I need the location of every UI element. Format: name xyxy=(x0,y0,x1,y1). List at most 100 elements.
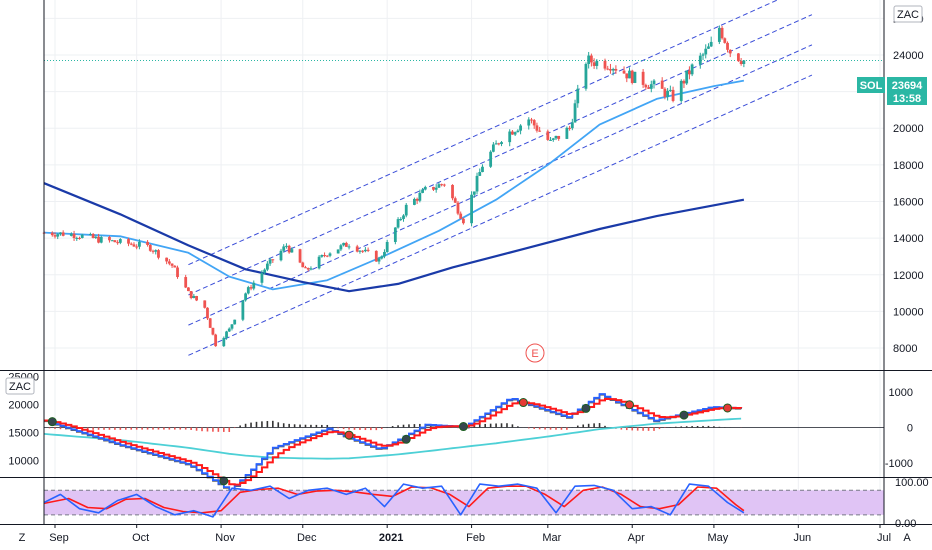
candle-body xyxy=(570,122,574,129)
indicator-left-tick-label: 10000 xyxy=(8,455,39,467)
symbol-label: SOL xyxy=(860,80,883,92)
ma-slow-line xyxy=(43,182,745,293)
candle-body xyxy=(53,235,57,237)
currency-badge: ZAC xyxy=(893,5,923,23)
candle-body xyxy=(225,331,228,338)
candle-body xyxy=(173,265,177,268)
candle-body xyxy=(709,41,713,47)
candle-body xyxy=(421,189,424,193)
candle-body xyxy=(565,127,569,139)
candle-body xyxy=(342,242,346,246)
candle-body xyxy=(127,239,130,244)
signal-dot xyxy=(625,400,635,410)
candle-body xyxy=(462,218,465,224)
candle-body xyxy=(576,88,580,104)
candle-body xyxy=(148,244,152,251)
indicator-teal-line xyxy=(44,417,742,460)
indicator-right-tick-label: 1000 xyxy=(889,387,913,399)
stoch-tick-label: 100.00 xyxy=(895,477,929,489)
signal-dot xyxy=(518,398,528,408)
candle-body xyxy=(108,237,111,241)
candle-body xyxy=(113,240,117,243)
symbol-price-label[interactable]: SOL 23694 13:58 xyxy=(857,77,927,105)
candle-body xyxy=(249,287,253,289)
candle-body xyxy=(442,184,446,186)
candle-body xyxy=(399,218,403,220)
candle-body xyxy=(698,55,702,65)
candle-body xyxy=(530,119,533,121)
candle-body xyxy=(99,237,103,243)
candle-body xyxy=(241,300,245,320)
candle-body xyxy=(135,246,139,248)
candle-body xyxy=(440,184,444,186)
indicator-currency-label: ZAC xyxy=(9,381,31,393)
candle-body xyxy=(339,245,343,250)
indicator-left-tick-label: 15000 xyxy=(8,427,39,439)
candle-body xyxy=(633,71,637,83)
candle-body xyxy=(614,68,618,71)
candle-body xyxy=(404,204,408,216)
candle-body xyxy=(652,80,656,85)
candle-body xyxy=(396,219,400,228)
candle-body xyxy=(285,245,288,247)
signal-dot xyxy=(458,422,468,432)
candle-body xyxy=(97,236,100,243)
candle-body xyxy=(737,53,740,62)
candle-body xyxy=(475,175,479,192)
candle-body xyxy=(361,250,365,252)
candle-body xyxy=(132,244,136,247)
candle-body xyxy=(647,87,650,89)
channel-line xyxy=(188,0,779,266)
channel-line xyxy=(188,44,813,326)
auto-scale-button[interactable]: A xyxy=(903,532,911,544)
candle-body xyxy=(118,239,122,243)
corner-buttons[interactable]: Z A xyxy=(19,532,912,544)
x-tick-label: Oct xyxy=(132,532,149,544)
x-tick-label: Jul xyxy=(877,532,891,544)
x-tick-label: Feb xyxy=(466,532,485,544)
candle-body xyxy=(203,300,207,308)
candle-body xyxy=(423,186,427,190)
candle-body xyxy=(415,198,419,201)
x-tick-label: Nov xyxy=(215,532,235,544)
candle-body xyxy=(592,62,596,66)
x-tick-label: Jun xyxy=(793,532,811,544)
candle-body xyxy=(317,256,321,269)
candle-body xyxy=(347,246,351,248)
stochastic-panel xyxy=(43,483,884,518)
timezone-button[interactable]: Z xyxy=(19,532,26,544)
candle-body xyxy=(630,70,634,83)
candle-body xyxy=(344,242,348,247)
event-marker[interactable]: E xyxy=(525,343,545,363)
candle-body xyxy=(625,73,629,79)
candle-body xyxy=(685,70,689,84)
x-tick-label: Mar xyxy=(542,532,561,544)
candle-body xyxy=(129,243,133,245)
candle-body xyxy=(628,70,631,79)
candle-body xyxy=(176,267,179,278)
x-tick-label: Dec xyxy=(297,532,317,544)
candle-body xyxy=(187,287,190,292)
candle-body xyxy=(470,194,473,224)
price-tick-label: 16000 xyxy=(893,196,924,208)
candle-body xyxy=(189,291,193,299)
price-tick-label: 24000 xyxy=(893,50,924,62)
candle-body xyxy=(260,272,264,283)
candle-body xyxy=(393,227,397,242)
candle-body xyxy=(380,256,384,259)
candle-body xyxy=(94,236,98,238)
x-tick-label: Sep xyxy=(49,532,69,544)
candle-body xyxy=(516,130,520,133)
candle-body xyxy=(214,334,218,347)
candle-body xyxy=(363,249,367,252)
candle-body xyxy=(720,27,724,39)
candle-body xyxy=(222,337,226,347)
candle-body xyxy=(726,42,729,50)
stoch-d-line xyxy=(43,485,745,514)
candle-body xyxy=(508,131,512,143)
candle-body xyxy=(606,68,610,70)
candle-body xyxy=(451,184,454,199)
candle-body xyxy=(282,246,286,251)
candle-body xyxy=(481,166,484,173)
